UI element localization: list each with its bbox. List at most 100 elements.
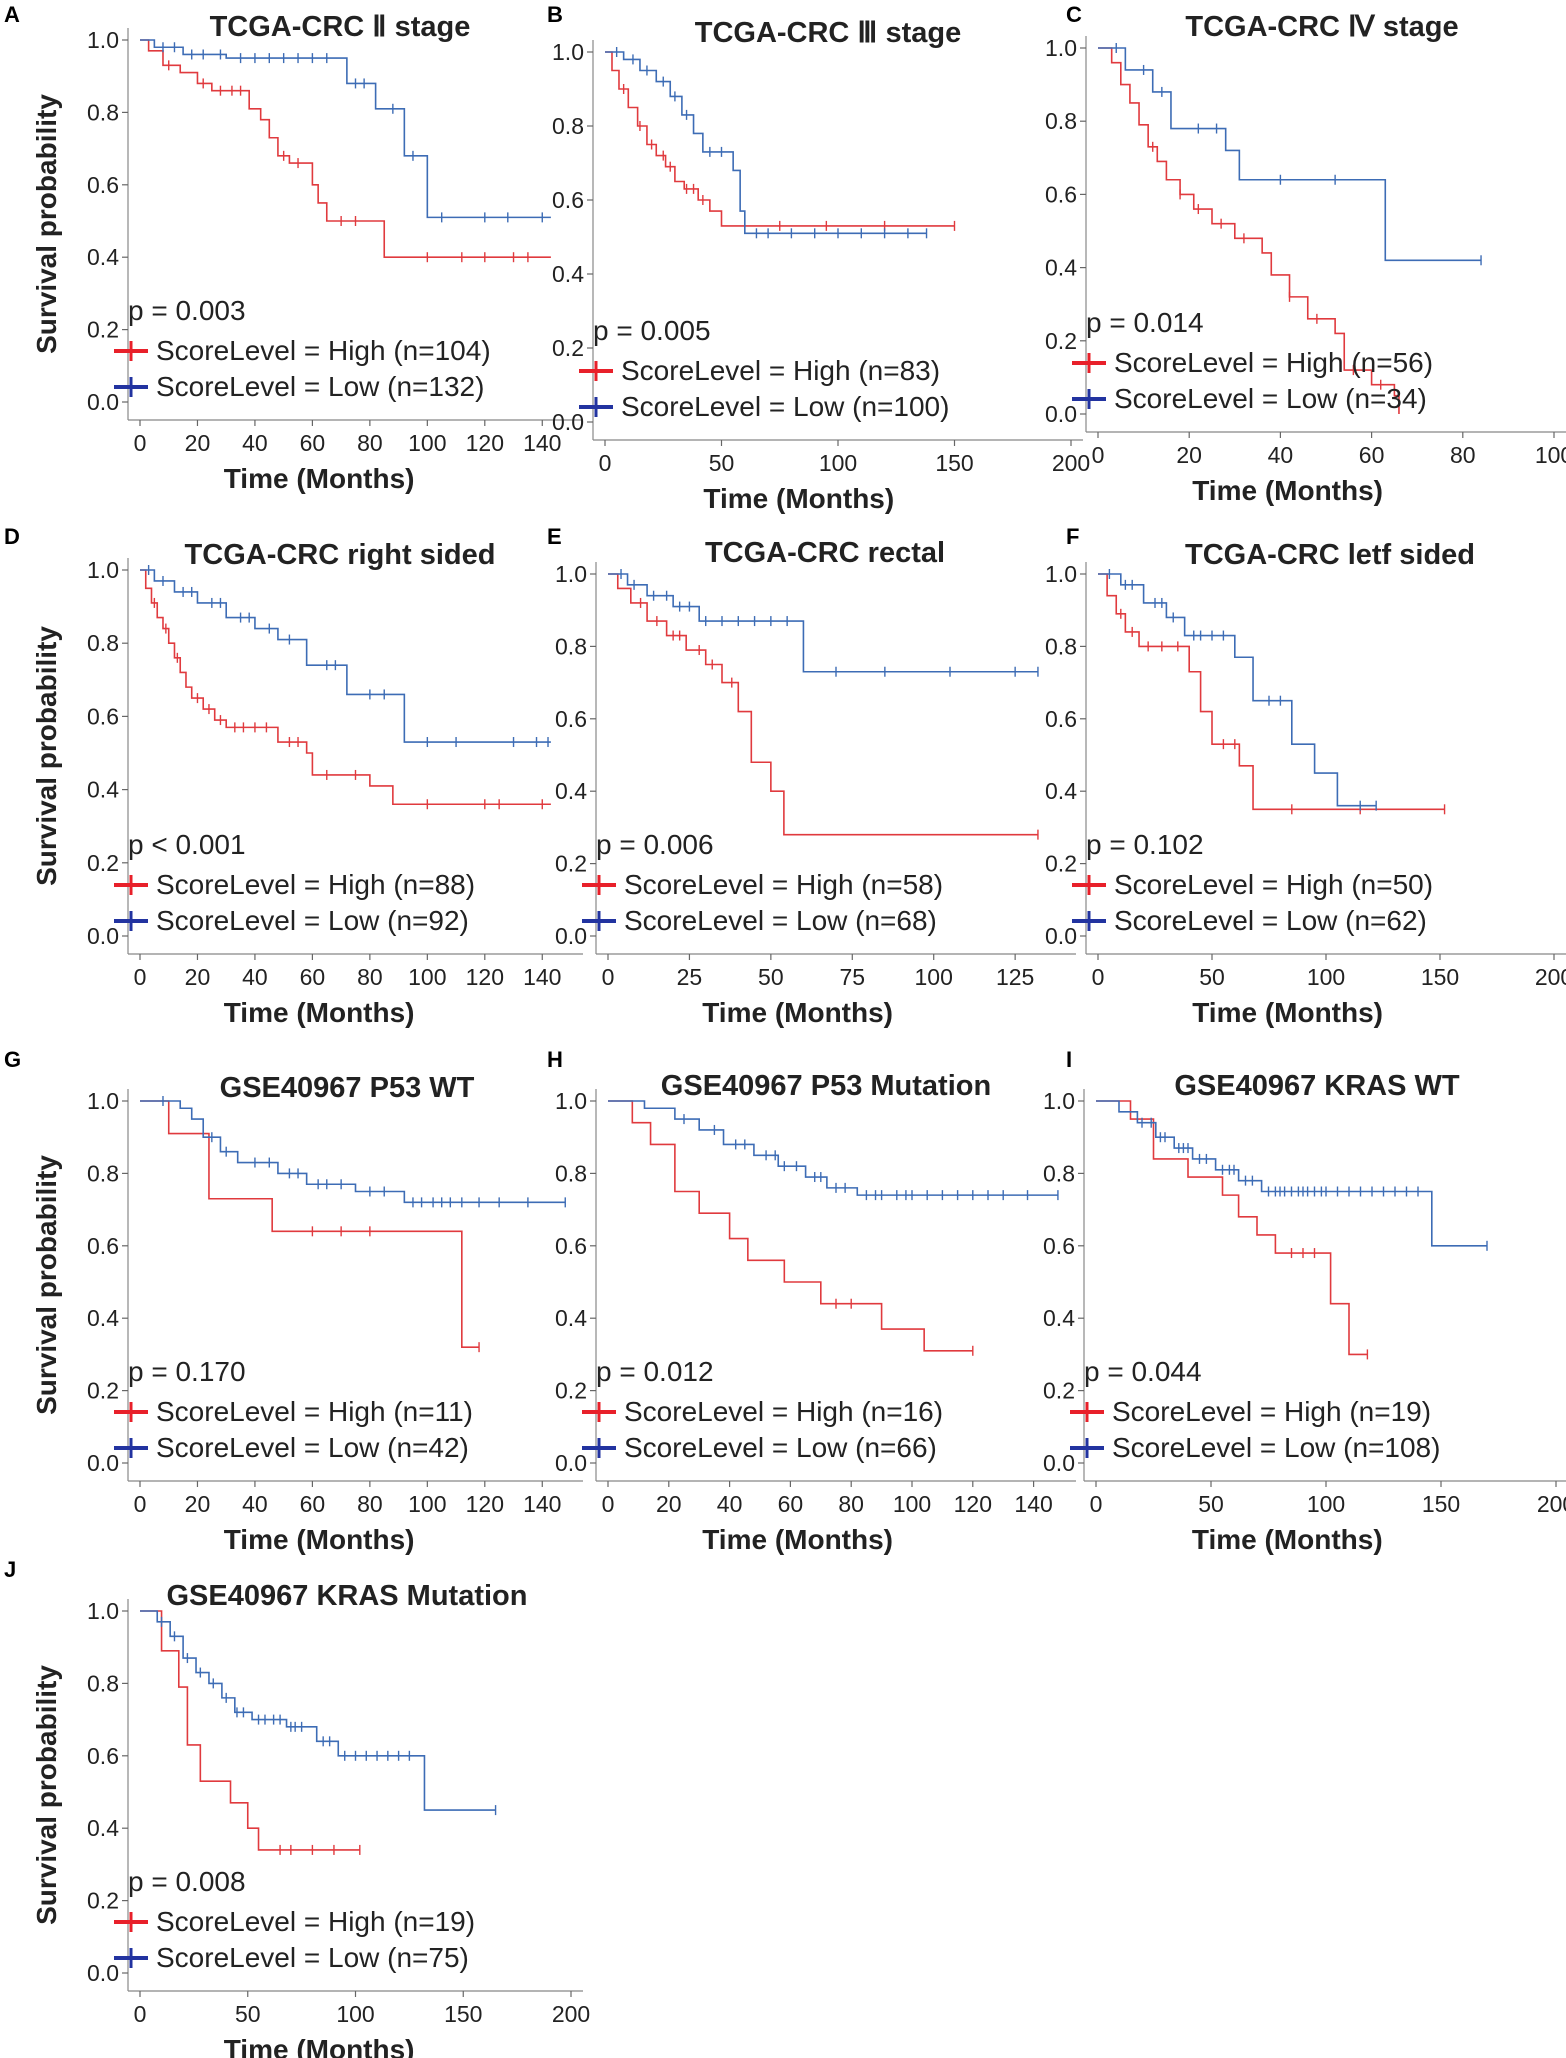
legend-label: ScoreLevel = Low (n=68) bbox=[624, 905, 937, 936]
y-tick-label: 0.2 bbox=[552, 335, 584, 361]
y-tick-label: 0.8 bbox=[1043, 1160, 1075, 1186]
y-tick-label: 1.0 bbox=[555, 561, 587, 587]
x-tick-label: 120 bbox=[954, 1491, 992, 1517]
y-tick-label: 0.2 bbox=[1045, 851, 1077, 877]
x-tick-label: 140 bbox=[523, 964, 561, 990]
survival-curve-high bbox=[140, 1100, 480, 1348]
y-axis-label: Survival probability bbox=[31, 94, 62, 354]
x-tick-label: 100 bbox=[408, 964, 446, 990]
panel-title: TCGA-CRC Ⅳ stage bbox=[1185, 11, 1458, 43]
x-tick-label: 100 bbox=[408, 430, 446, 456]
legend-item-high: ScoreLevel = High (n=11) bbox=[114, 1396, 473, 1427]
legend-label: ScoreLevel = High (n=88) bbox=[156, 869, 475, 900]
x-tick-label: 40 bbox=[242, 964, 268, 990]
panel-title: TCGA-CRC rectal bbox=[705, 537, 945, 569]
x-tick-label: 40 bbox=[242, 1491, 268, 1517]
legend-item-low: ScoreLevel = Low (n=66) bbox=[582, 1432, 937, 1463]
y-tick-label: 0.0 bbox=[87, 1960, 119, 1986]
x-tick-label: 100 bbox=[1307, 1491, 1345, 1517]
legend-item-low: ScoreLevel = Low (n=42) bbox=[114, 1432, 469, 1463]
x-axis-label: Time (Months) bbox=[224, 2034, 415, 2058]
panel-title: TCGA-CRC Ⅱ stage bbox=[210, 11, 471, 43]
p-value: p < 0.001 bbox=[128, 829, 246, 860]
p-value: p = 0.005 bbox=[593, 315, 711, 346]
x-tick-label: 0 bbox=[134, 2001, 147, 2027]
x-tick-label: 75 bbox=[839, 964, 865, 990]
y-tick-label: 0.2 bbox=[87, 1378, 119, 1404]
legend-item-high: ScoreLevel = High (n=50) bbox=[1072, 869, 1433, 900]
p-value: p = 0.044 bbox=[1084, 1356, 1202, 1387]
x-tick-label: 200 bbox=[1052, 450, 1090, 476]
legend-label: ScoreLevel = High (n=58) bbox=[624, 869, 943, 900]
x-tick-label: 140 bbox=[1014, 1491, 1052, 1517]
survival-curve-high bbox=[608, 573, 1038, 836]
x-tick-label: 80 bbox=[357, 964, 383, 990]
survival-curve-low bbox=[608, 573, 1038, 673]
km-panel-c: C 0.0 0.2 0.4 0.6 0.8 1.0 0 20 40 60 80 100 Time (Mon… bbox=[1045, 2, 1566, 506]
panel-title: GSE40967 P53 WT bbox=[220, 1072, 475, 1104]
legend-item-low: ScoreLevel = Low (n=62) bbox=[1072, 905, 1427, 936]
km-panel-e: E 0.0 0.2 0.4 0.6 0.8 1.0 0 25 50 75 100 125 Time (Mo… bbox=[547, 524, 1076, 1028]
x-tick-label: 0 bbox=[1090, 1491, 1103, 1517]
legend-label: ScoreLevel = High (n=56) bbox=[1114, 347, 1433, 378]
y-tick-label: 0.0 bbox=[555, 1450, 587, 1476]
x-tick-label: 40 bbox=[1268, 442, 1294, 468]
y-tick-label: 1.0 bbox=[87, 27, 119, 53]
x-tick-label: 200 bbox=[552, 2001, 590, 2027]
panel-title: TCGA-CRC letf sided bbox=[1185, 539, 1475, 571]
panel-label: H bbox=[547, 1047, 563, 1072]
x-tick-label: 100 bbox=[1307, 964, 1345, 990]
km-panel-j: J 0.0 0.2 0.4 0.6 0.8 1.0 0 50 100 150 200 Time (Mon… bbox=[4, 1557, 590, 2058]
x-tick-label: 200 bbox=[1535, 964, 1566, 990]
x-tick-label: 0 bbox=[1092, 964, 1105, 990]
x-axis-label: Time (Months) bbox=[224, 1524, 415, 1555]
legend-item-high: ScoreLevel = High (n=83) bbox=[579, 355, 940, 386]
x-tick-label: 0 bbox=[134, 964, 147, 990]
x-tick-label: 150 bbox=[444, 2001, 482, 2027]
y-axis-label: Survival probability bbox=[31, 1155, 62, 1415]
y-tick-label: 0.6 bbox=[555, 706, 587, 732]
legend-label: ScoreLevel = Low (n=42) bbox=[156, 1432, 469, 1463]
x-tick-label: 25 bbox=[677, 964, 703, 990]
legend-item-high: ScoreLevel = High (n=19) bbox=[1070, 1396, 1431, 1427]
y-axis-label: Survival probability bbox=[31, 1665, 62, 1925]
x-tick-label: 40 bbox=[242, 430, 268, 456]
y-tick-label: 0.0 bbox=[552, 409, 584, 435]
y-tick-label: 0.2 bbox=[555, 851, 587, 877]
panel-title: GSE40967 P53 Mutation bbox=[661, 1070, 991, 1102]
x-tick-label: 50 bbox=[1198, 1491, 1224, 1517]
survival-curve-low bbox=[1098, 573, 1377, 807]
survival-curve-low bbox=[608, 1100, 1058, 1196]
legend-item-low: ScoreLevel = Low (n=132) bbox=[114, 371, 484, 402]
y-tick-label: 0.4 bbox=[1045, 255, 1077, 281]
km-panel-d: D 0.0 0.2 0.4 0.6 0.8 1.0 0 20 40 60 80 100 120 140 Tim… bbox=[4, 524, 583, 1028]
survival-curve-high bbox=[140, 1610, 360, 1851]
p-value: p = 0.014 bbox=[1086, 307, 1204, 338]
x-axis-label: Time (Months) bbox=[1192, 997, 1383, 1028]
x-tick-label: 60 bbox=[300, 964, 326, 990]
y-tick-label: 0.8 bbox=[87, 99, 119, 125]
survival-curve-high bbox=[1096, 1100, 1368, 1356]
y-tick-label: 1.0 bbox=[552, 39, 584, 65]
x-tick-label: 120 bbox=[466, 430, 504, 456]
x-tick-label: 0 bbox=[599, 450, 612, 476]
legend-label: ScoreLevel = Low (n=34) bbox=[1114, 383, 1427, 414]
panel-label: C bbox=[1066, 2, 1082, 27]
x-tick-label: 100 bbox=[915, 964, 953, 990]
x-tick-label: 60 bbox=[778, 1491, 804, 1517]
legend-label: ScoreLevel = Low (n=75) bbox=[156, 1942, 469, 1973]
x-tick-label: 0 bbox=[134, 430, 147, 456]
y-tick-label: 0.0 bbox=[1043, 1450, 1075, 1476]
y-tick-label: 1.0 bbox=[87, 1088, 119, 1114]
x-tick-label: 150 bbox=[935, 450, 973, 476]
y-tick-label: 0.8 bbox=[87, 1670, 119, 1696]
y-tick-label: 1.0 bbox=[87, 557, 119, 583]
p-value: p = 0.170 bbox=[128, 1356, 246, 1387]
x-tick-label: 80 bbox=[357, 430, 383, 456]
panel-label: F bbox=[1066, 524, 1079, 549]
y-tick-label: 0.8 bbox=[555, 633, 587, 659]
y-tick-label: 0.0 bbox=[87, 389, 119, 415]
x-tick-label: 20 bbox=[1176, 442, 1202, 468]
y-tick-label: 0.0 bbox=[1045, 401, 1077, 427]
km-panel-h: H 0.0 0.2 0.4 0.6 0.8 1.0 0 20 40 60 80 100 120 140 Tim… bbox=[547, 1047, 1076, 1555]
